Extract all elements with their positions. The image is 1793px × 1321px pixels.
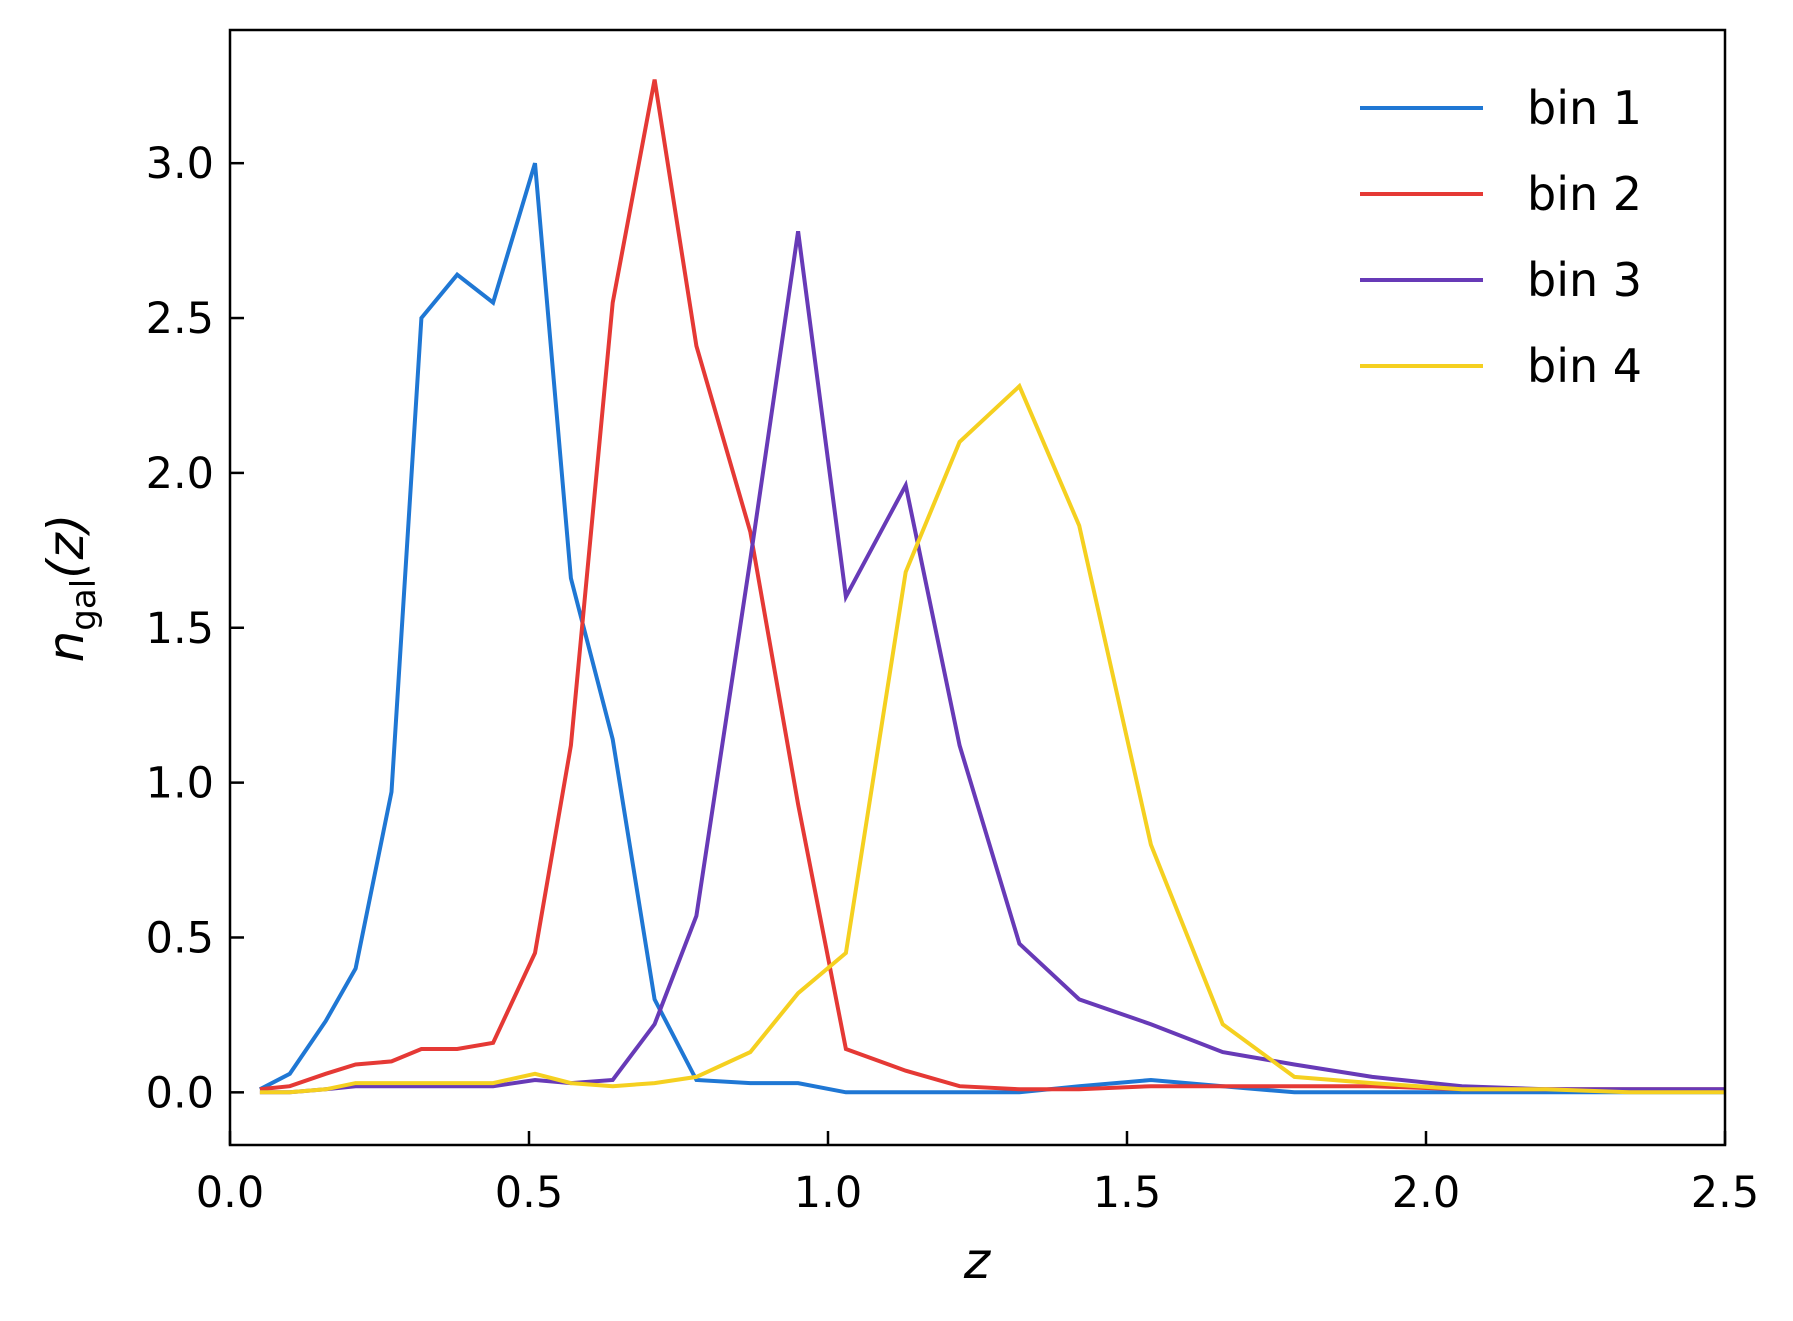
series-line-3 [259, 231, 1725, 1095]
plot-frame [228, 28, 1727, 1147]
ticks-layer: 0.0 0.5 1.0 1.5 2.0 2.5 0.0 0.5 1.0 1.5 2.0 2.5 3.0 [146, 139, 1760, 1218]
y-tick-label: 3.0 [146, 139, 214, 189]
y-tick-label: 2.5 [146, 294, 214, 344]
x-tick-label: 0.0 [196, 1168, 264, 1218]
y-axis-label-subscript: gal [64, 579, 104, 631]
x-tick-label: 1.5 [1093, 1168, 1161, 1218]
series-line-2 [259, 79, 1725, 1092]
x-tick-label: 0.5 [495, 1168, 563, 1218]
y-tick-label: 2.0 [146, 449, 214, 499]
y-axis-label: ngal(z) [37, 514, 104, 663]
y-axis-label-suffix: (z) [37, 514, 95, 579]
series-line-1 [258, 162, 1725, 1095]
legend-label-2: bin 2 [1527, 167, 1642, 221]
legend-label-1: bin 1 [1527, 81, 1642, 135]
y-tick-label: 0.5 [146, 913, 214, 963]
legend-label-3: bin 3 [1527, 253, 1642, 307]
x-axis-label: z [963, 1232, 992, 1290]
y-tick-label: 0.0 [146, 1068, 214, 1118]
y-tick-label: 1.5 [146, 604, 214, 654]
y-axis-label-base: n [37, 631, 95, 663]
x-tick-label: 2.0 [1392, 1168, 1460, 1218]
y-tick-label: 1.0 [146, 759, 214, 809]
series-line-4 [259, 382, 1725, 1095]
x-tick-label: 1.0 [794, 1168, 862, 1218]
legend-label-4: bin 4 [1527, 339, 1642, 393]
series-layer [258, 79, 1725, 1095]
legend: bin 1 bin 2 bin 3 bin 4 [1360, 81, 1642, 393]
x-tick-label: 2.5 [1691, 1168, 1759, 1218]
